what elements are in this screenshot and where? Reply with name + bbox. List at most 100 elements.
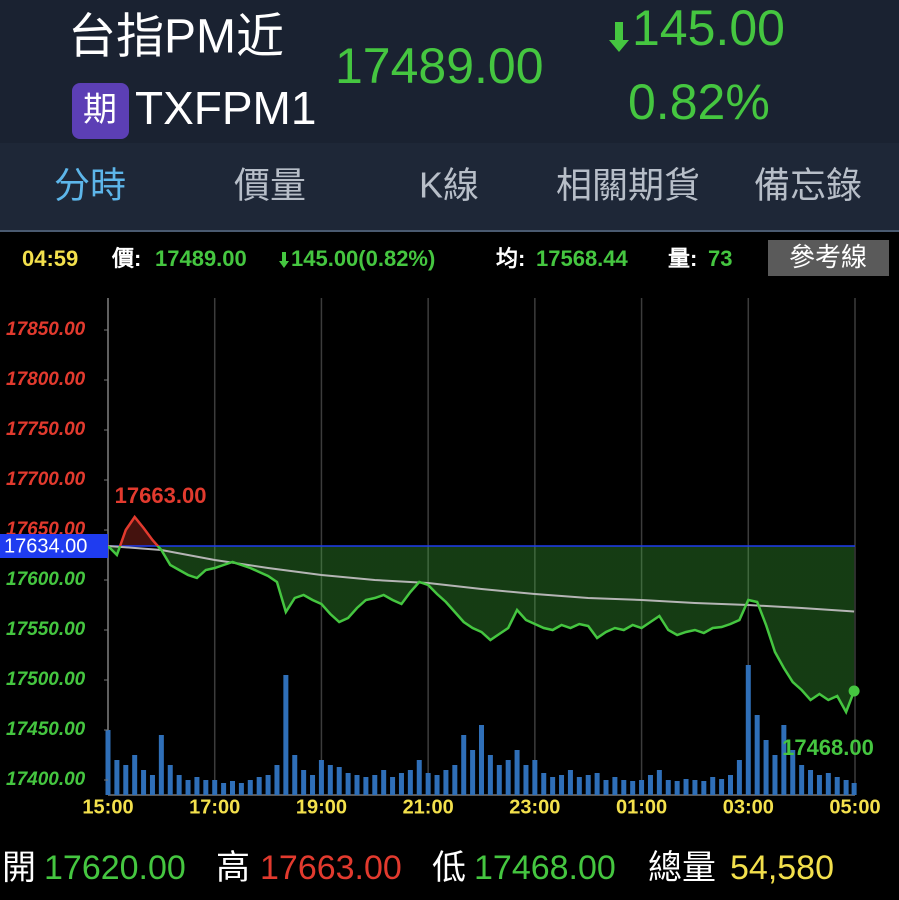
footer: 開 17620.00 高 17663.00 低 17468.00 總量 54,580 [2, 849, 834, 887]
volume-bar [372, 775, 378, 795]
volume-bar [719, 779, 725, 795]
volume-bar [647, 775, 653, 795]
info-change: 145.00(0.82%) [291, 246, 435, 271]
footer-value: 54,580 [730, 849, 834, 887]
volume-bar [327, 765, 333, 795]
volume-bar [158, 735, 164, 795]
volume-bar [683, 779, 689, 795]
volume-bar [141, 770, 147, 795]
volume-bar [612, 777, 618, 795]
volume-bar [799, 765, 805, 795]
volume-bar [576, 777, 582, 795]
volume-bar [745, 665, 751, 795]
y-tick-label: 17500.00 [6, 669, 86, 690]
volume-bar [851, 783, 857, 795]
volume-bar [221, 783, 227, 795]
tabs: 分時 價量 K線 相關期貨 備忘錄 [54, 165, 862, 206]
x-tick-label: 21:00 [403, 796, 454, 818]
volume-bar [283, 675, 289, 795]
x-tick-label: 17:00 [189, 796, 240, 818]
volume-bar [167, 765, 173, 795]
x-tick-label: 19:00 [296, 796, 347, 818]
volume-bar [736, 760, 742, 795]
header-bg [0, 0, 899, 143]
area-fill [108, 517, 855, 712]
volume-bar [656, 770, 662, 795]
tab[interactable]: 備忘錄 [754, 165, 862, 206]
volume-bar [692, 780, 698, 795]
x-tick-label: 05:00 [829, 796, 880, 818]
volume-bar [567, 770, 573, 795]
y-tick-label: 17600.00 [6, 569, 86, 590]
volume-bar [603, 780, 609, 795]
change-percent: 0.82% [628, 74, 770, 130]
volume-bar [754, 715, 760, 795]
volume-bar [238, 783, 244, 795]
tab-bar [0, 143, 899, 232]
info-down-arrow [279, 252, 289, 268]
symbol: TXFPM1 [135, 82, 316, 134]
volume-bar [390, 777, 396, 795]
volume-bar [434, 775, 440, 795]
volume-bar [461, 735, 467, 795]
info-price: 17489.00 [155, 246, 247, 271]
reference-label: 17634.00 [4, 535, 87, 557]
volume-bar [363, 777, 369, 795]
y-tick-label: 17700.00 [6, 469, 86, 490]
volume-bar [559, 775, 565, 795]
volume-bar [790, 750, 796, 795]
volume-bar [532, 760, 538, 795]
last-point [848, 685, 860, 697]
tab[interactable]: K線 [419, 165, 479, 206]
info-avg-label: 均: [496, 246, 525, 271]
badge-bg [72, 83, 129, 139]
tab[interactable]: 價量 [234, 165, 306, 206]
volume-bar [398, 773, 404, 795]
volume-bar [443, 770, 449, 795]
x-tick-label: 03:00 [723, 796, 774, 818]
footer-label: 總量 [648, 849, 716, 887]
y-tick-label: 17550.00 [6, 619, 86, 640]
ref-button[interactable]: 參考線 [789, 242, 867, 272]
volume-bar [381, 770, 387, 795]
volume-bar [639, 780, 645, 795]
tab[interactable]: 相關期貨 [556, 165, 700, 206]
volume-bar [230, 781, 235, 795]
volume-bar [808, 770, 814, 795]
volume-bar [176, 775, 182, 795]
footer-value: 17663.00 [260, 849, 402, 887]
volume-bar [149, 775, 155, 795]
volume-bar [825, 773, 831, 795]
badge: 期 [83, 91, 117, 129]
down-arrow [609, 22, 629, 52]
volume-bar [496, 765, 502, 795]
volume-bar [710, 777, 716, 795]
volume-bar [194, 777, 200, 795]
info-price-label: 價: [111, 246, 141, 271]
info-vol-label: 量: [668, 246, 697, 271]
ref-button-bg[interactable] [768, 240, 889, 276]
annotation: 17663.00 [115, 483, 207, 508]
volume-bar [354, 775, 360, 795]
info-time: 04:59 [22, 246, 78, 271]
chart: 15:00 17:00 19:00 21:00 23:00 01:00 03:00 05:00… [0, 298, 881, 818]
volume-bar [203, 780, 209, 795]
footer-value: 17468.00 [474, 849, 616, 887]
x-tick-label: 01:00 [616, 796, 667, 818]
x-tick-label: 15:00 [82, 796, 133, 818]
volume-bar [123, 765, 129, 795]
volume-bar [336, 767, 342, 795]
volume-bar [541, 773, 547, 795]
volume-bar [470, 750, 476, 795]
volume-bar [843, 780, 849, 795]
volume-bar [763, 740, 769, 795]
volume-bar [674, 781, 680, 795]
x-tick-label: 23:00 [509, 796, 560, 818]
volume-bar [514, 750, 520, 795]
info-avg: 17568.44 [536, 246, 629, 271]
info-vol: 73 [708, 246, 732, 271]
y-tick-label: 17800.00 [6, 369, 86, 390]
volume-bar [772, 755, 778, 795]
tab[interactable]: 分時 [54, 165, 126, 206]
